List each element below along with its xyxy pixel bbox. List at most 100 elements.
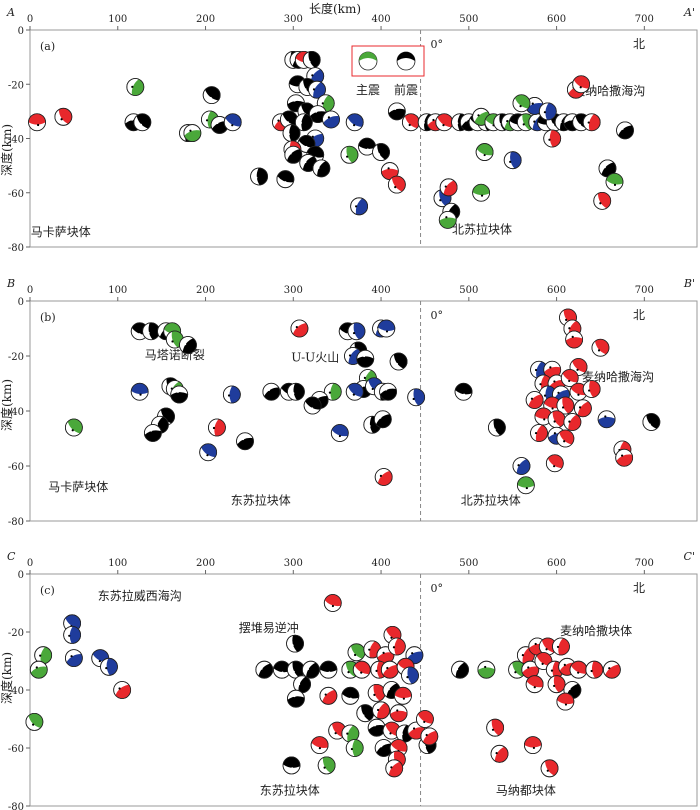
- focal-mechanism-red: [310, 736, 329, 754]
- focal-mechanism-red: [380, 660, 399, 679]
- focal-mechanism-blue: [308, 80, 326, 99]
- focal-mechanism-green: [340, 145, 359, 164]
- north-label: 北: [633, 581, 645, 595]
- profile-start-label: B: [6, 277, 15, 290]
- focal-mechanism-black: [286, 634, 304, 653]
- focal-mechanism-black: [319, 660, 338, 679]
- focal-mechanism-red: [572, 75, 591, 94]
- focal-mechanism-red: [552, 637, 570, 656]
- focal-mechanism-red: [323, 594, 342, 612]
- profile-start-label: A: [6, 6, 15, 19]
- focal-mechanism-blue: [345, 382, 364, 401]
- x-tick-label: 200: [196, 285, 215, 296]
- x-tick-label: 600: [547, 14, 566, 25]
- region-annotation: 马纳都块体: [496, 783, 556, 797]
- focal-mechanism-red: [556, 396, 575, 415]
- legend-label: 前震: [394, 82, 418, 97]
- focal-mechanism-green: [64, 418, 83, 437]
- focal-mechanism-blue: [222, 385, 241, 404]
- legend-label: 主震: [356, 83, 380, 97]
- focal-mechanism-black: [358, 137, 376, 156]
- focal-mechanism-green: [126, 78, 145, 96]
- y-tick-label: -80: [8, 802, 24, 810]
- x-tick-label: 400: [372, 14, 391, 25]
- focal-mechanism-red: [54, 107, 73, 126]
- focal-mechanism-red: [521, 660, 540, 679]
- x-tick-label: 200: [196, 558, 215, 569]
- focal-mechanism-blue: [377, 319, 396, 338]
- focal-mechanism-green: [29, 660, 48, 679]
- focal-mechanism-red: [582, 380, 601, 398]
- x-tick-label: 600: [547, 285, 566, 296]
- focal-mechanism-black: [301, 660, 320, 679]
- focal-mechanism-red: [530, 424, 548, 442]
- focal-mechanism-green: [341, 724, 360, 743]
- panel-label: (c): [40, 584, 55, 597]
- x-tick-label: 0: [27, 14, 33, 25]
- x-tick-label: 700: [635, 558, 654, 569]
- focal-mechanism-black: [454, 382, 473, 401]
- focal-mechanism-black: [302, 50, 321, 69]
- region-annotation: 北苏拉块体: [452, 221, 512, 236]
- y-tick-label: -40: [8, 135, 24, 146]
- region-annotation: U-U火山: [291, 351, 339, 365]
- focal-mechanism-black: [373, 410, 392, 429]
- focal-mechanism-black: [276, 170, 295, 189]
- focal-mechanism-red: [290, 319, 309, 338]
- focal-mechanism-black: [287, 382, 305, 401]
- panels-group: 0 100 200 300 400 500 600 700 0 -20 -40 -60 -80 A A' 0°…: [6, 6, 698, 810]
- focal-mechanism-red: [545, 454, 564, 473]
- focal-mechanism-red: [416, 710, 434, 728]
- zero-degree-label: 0°: [431, 582, 444, 595]
- focal-mechanism-red: [543, 360, 562, 379]
- focal-mechanism-black: [303, 396, 322, 415]
- focal-mechanism-black: [598, 159, 617, 178]
- region-annotation: 北苏拉块体: [461, 493, 521, 508]
- focal-mechanism-black: [356, 704, 375, 723]
- x-tick-label: 300: [284, 558, 303, 569]
- region-annotation: 东苏拉威西海沟: [98, 588, 182, 603]
- focal-mechanism-red: [543, 129, 562, 148]
- zero-degree-label: 0°: [431, 309, 444, 322]
- focal-mechanism-red: [582, 113, 601, 132]
- y-axis-title-c: 深度(km): [0, 652, 14, 704]
- focal-mechanism-blue: [345, 113, 364, 132]
- focal-mechanism-black: [294, 113, 313, 132]
- panel-a: 0 100 200 300 400 500 600 700 0 -20 -40 -60 -80 A A' 0°…: [6, 6, 698, 254]
- focal-mechanism-red: [563, 413, 582, 431]
- focal-mechanism-black: [642, 413, 661, 431]
- focal-mechanism-black: [451, 660, 469, 679]
- focal-mechanism-black: [389, 352, 408, 371]
- focal-mechanism-black: [372, 143, 390, 161]
- y-tick-label: -60: [8, 744, 24, 755]
- focal-mechanism-red: [420, 727, 439, 746]
- focal-mechanism-black: [250, 167, 268, 186]
- focal-mechanism-black: [202, 86, 221, 104]
- region-annotation: 马卡萨块体: [31, 225, 91, 239]
- x-tick-label: 100: [108, 285, 127, 296]
- focal-mechanism-black: [487, 418, 506, 437]
- x-tick-label: 300: [284, 285, 303, 296]
- focal-mechanism-red: [593, 191, 612, 210]
- panel-label: (b): [40, 311, 56, 324]
- focal-mechanism-black: [616, 121, 634, 140]
- focal-mechanism-black: [367, 718, 386, 737]
- x-tick-label: 200: [196, 14, 215, 25]
- y-tick-label: -20: [8, 628, 24, 639]
- focal-mechanism-green: [183, 124, 202, 142]
- focal-mechanism-red: [374, 468, 393, 486]
- focal-mechanism-green: [345, 739, 364, 757]
- focal-mechanism-black: [170, 385, 189, 404]
- region-annotation: 东苏拉块体: [260, 782, 320, 797]
- focal-mechanism-red: [385, 759, 404, 778]
- focal-mechanism-red: [28, 113, 46, 132]
- profile-end-label: C': [684, 550, 695, 563]
- north-label: 北: [633, 308, 645, 322]
- x-tick-label: 400: [372, 285, 391, 296]
- focal-mechanism-blue: [322, 110, 340, 129]
- focal-mechanism-green: [475, 143, 494, 161]
- focal-mechanism-red: [367, 684, 386, 702]
- focal-mechanism-red: [372, 701, 390, 720]
- region-annotation: 摆堆易逆冲: [239, 620, 299, 635]
- focal-mechanism-blue: [100, 657, 118, 676]
